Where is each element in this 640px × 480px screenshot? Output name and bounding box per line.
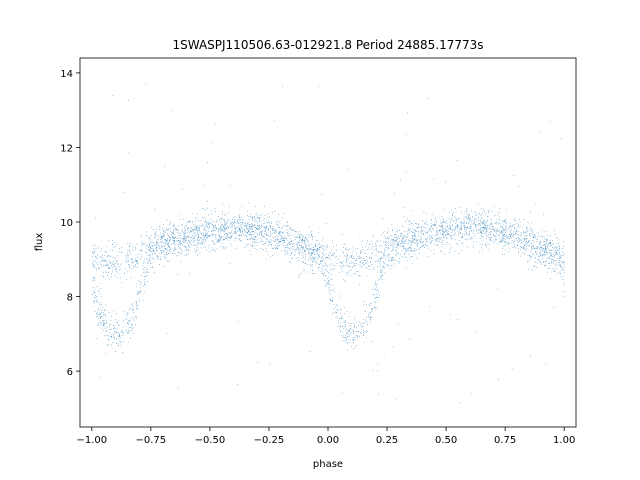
- plot-area-frame: [79, 57, 577, 428]
- x-tick-label: −0.50: [195, 435, 226, 446]
- x-tick-label: 1.00: [553, 435, 575, 446]
- x-tick-label: 0.00: [317, 435, 339, 446]
- y-tick-label: 10: [60, 218, 73, 229]
- y-tick-label: 14: [60, 69, 73, 80]
- y-axis-label: flux: [34, 233, 45, 252]
- x-axis-label: phase: [313, 459, 343, 470]
- scatter-points: [91, 84, 565, 404]
- x-tick-label: 0.25: [376, 435, 398, 446]
- x-tick-label: 0.50: [435, 435, 457, 446]
- y-tick-label: 12: [60, 143, 73, 154]
- y-axis: 6 8 10 12 14: [60, 69, 80, 378]
- x-tick-label: −0.25: [254, 435, 285, 446]
- y-tick-label: 6: [67, 367, 73, 378]
- chart-title: 1SWASPJ110506.63-012921.8 Period 24885.1…: [172, 38, 483, 52]
- data-points: [91, 84, 565, 404]
- y-tick-label: 8: [67, 293, 73, 304]
- x-tick-label: −1.00: [76, 435, 107, 446]
- x-tick-label: −0.75: [136, 435, 167, 446]
- x-tick-label: 0.75: [494, 435, 516, 446]
- x-axis: −1.00 −0.75 −0.50 −0.25 0.00 0.25 0.50 0.75 1.00: [76, 427, 575, 446]
